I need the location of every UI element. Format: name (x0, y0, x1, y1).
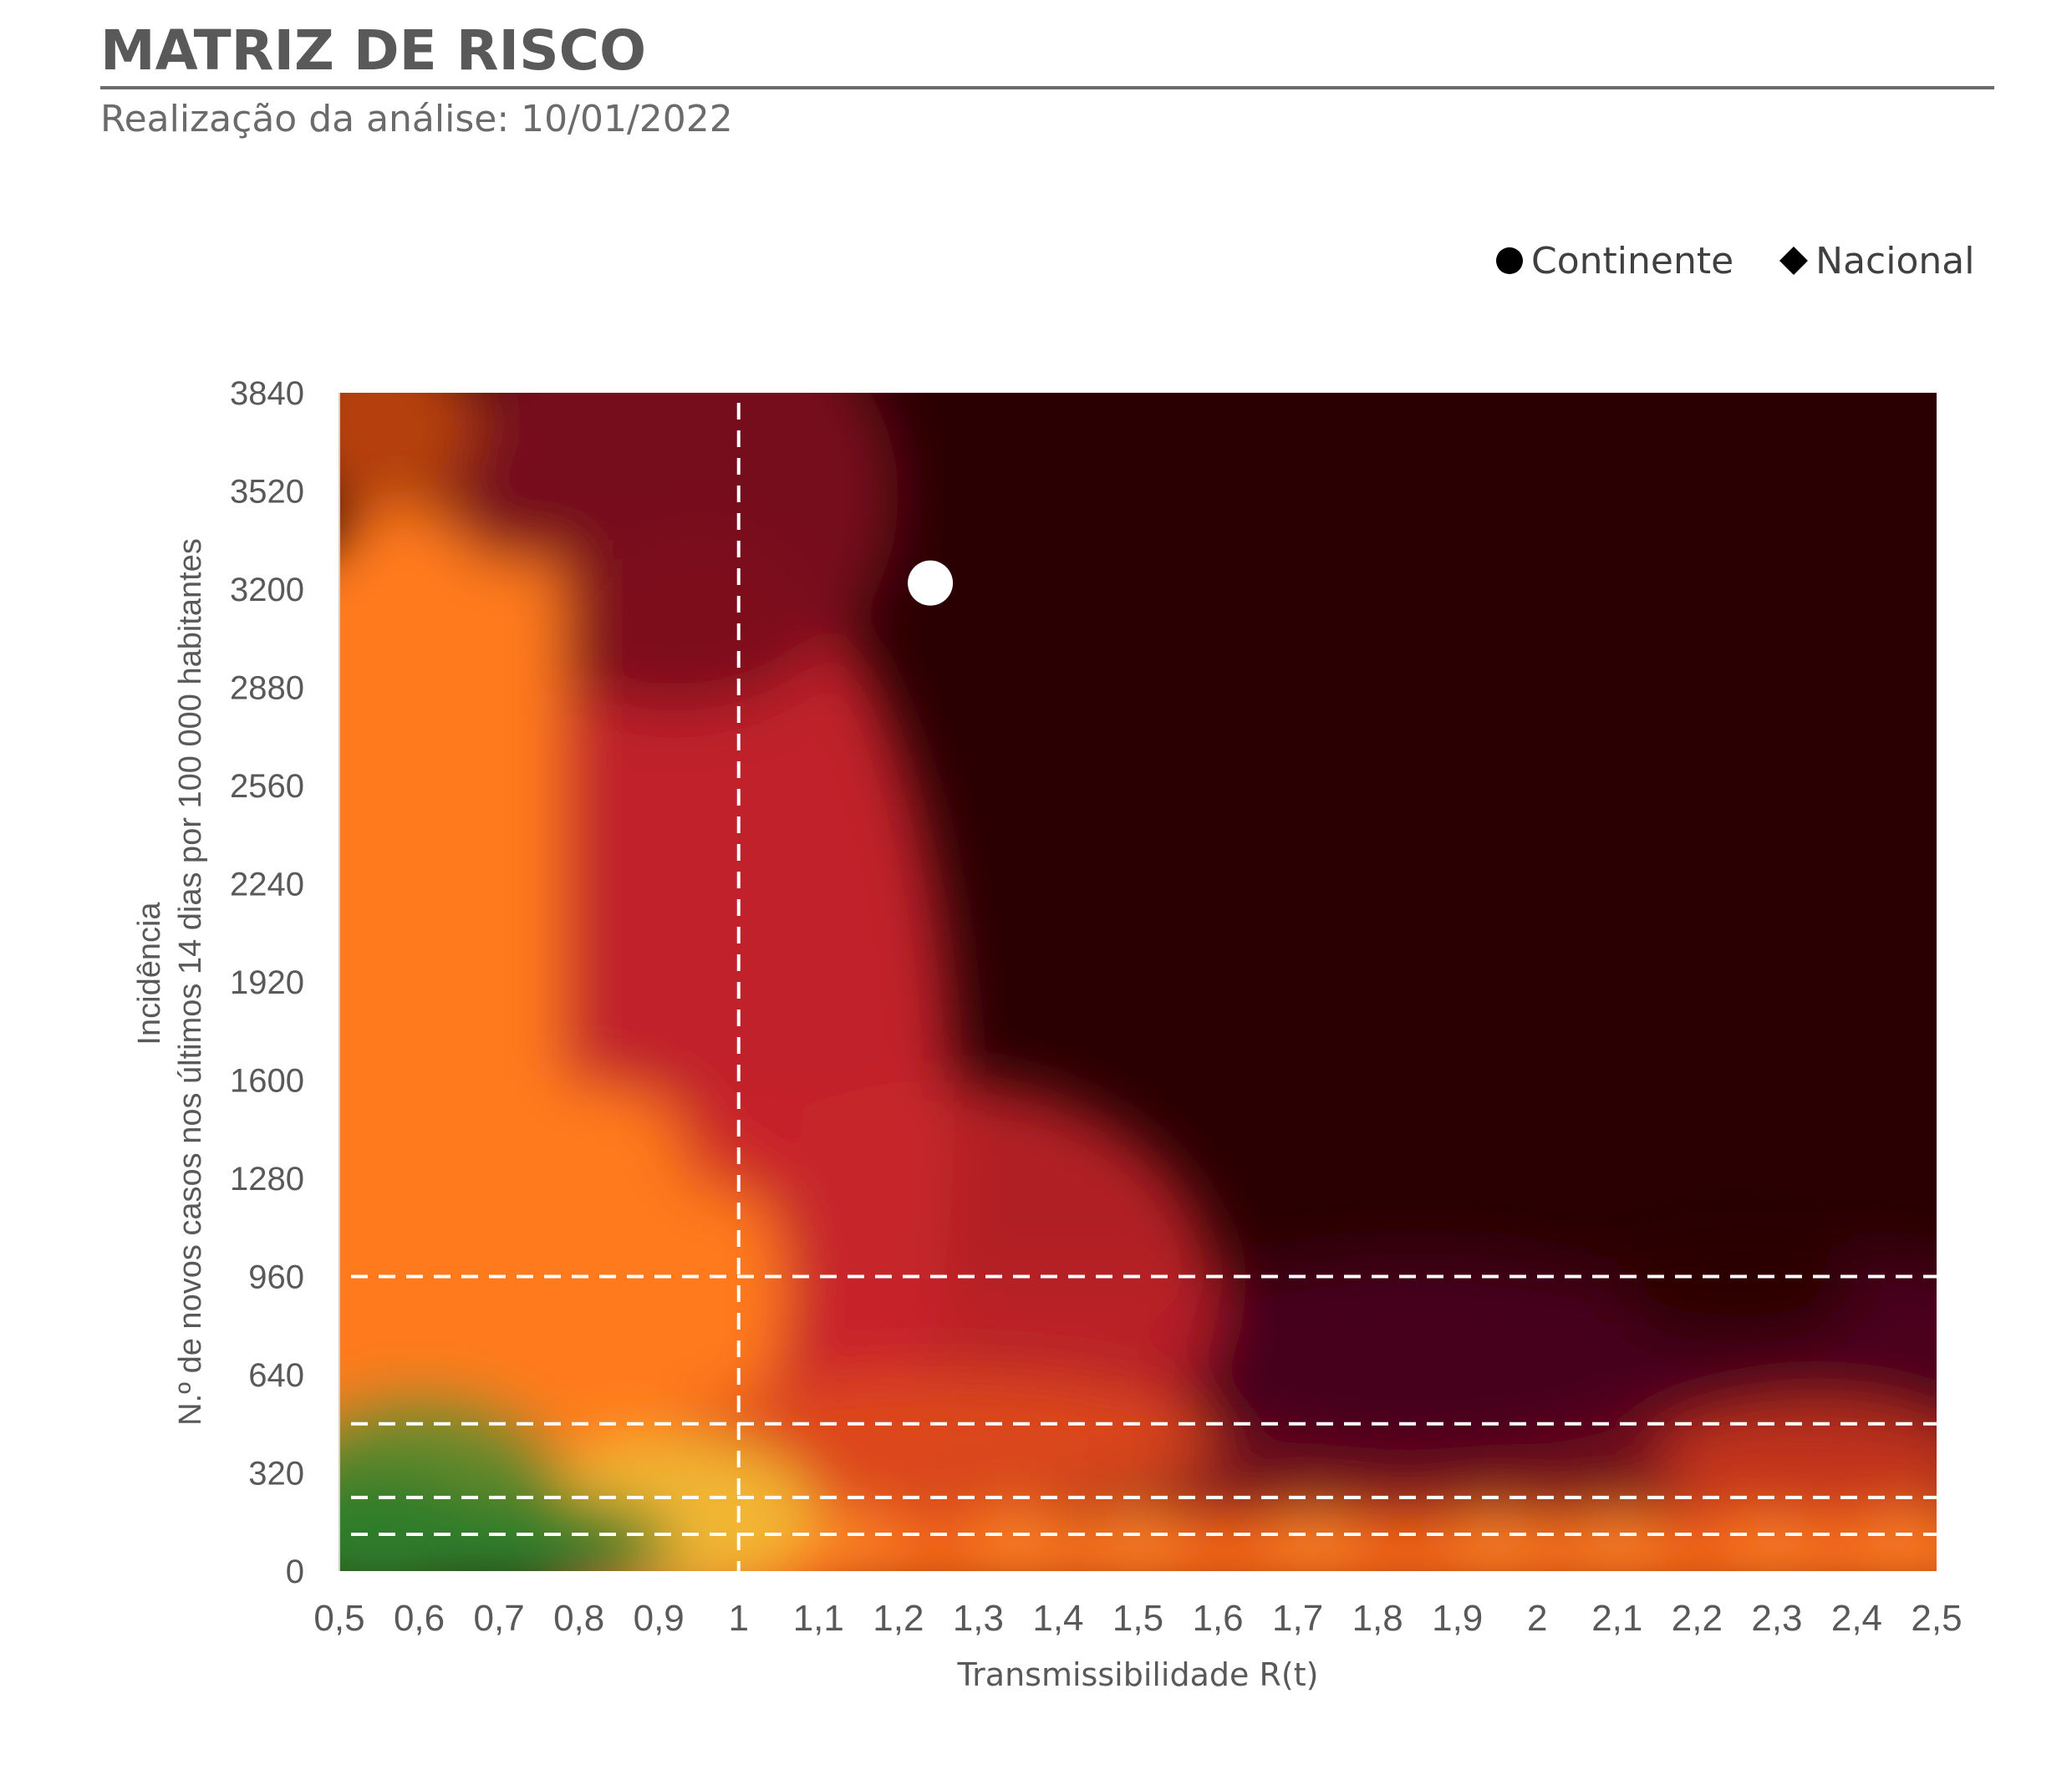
reference-lines (351, 403, 1937, 1571)
heatmap-blobs (339, 393, 1937, 1571)
x-axis-label: Transmissibilidade R(t) (957, 1656, 1319, 1693)
x-tick-label: 0,8 (553, 1598, 604, 1639)
y-tick-label: 1600 (230, 1063, 304, 1100)
heatmap-zone (1657, 1402, 1937, 1525)
y-tick-label: 3200 (230, 572, 304, 608)
axes: 0 320 640 960 1280 1600 1920 2240 2560 2880 3200 35… (132, 375, 1963, 1693)
x-tick-label: 0,5 (313, 1598, 364, 1639)
y-tick-label: 1280 (230, 1161, 304, 1198)
heatmap-zone (1616, 1245, 1857, 1345)
x-tick-label: 1,9 (1432, 1598, 1483, 1639)
x-tick-label: 2 (1527, 1598, 1547, 1639)
x-tick-label: 1,3 (953, 1598, 1004, 1639)
heatmap-zone (1569, 1509, 1666, 1565)
x-tick-label: 1 (729, 1598, 749, 1639)
point-nacional (920, 582, 941, 603)
page-title: MATRIZ DE RISCO (100, 18, 647, 83)
y-tick-label: 3840 (230, 375, 304, 412)
y-tick-label: 960 (248, 1259, 304, 1296)
heatmap-zone (738, 1515, 1937, 1571)
legend-label-continente: Continente (1531, 239, 1734, 282)
heatmap-zone (1848, 1509, 1937, 1565)
y-axis-label-title: Incidência (132, 902, 167, 1045)
heatmap-area (339, 393, 1937, 1571)
y-axis-label-description: N.º de novos casos nos últimos 14 dias p… (173, 538, 208, 1426)
heatmap-zone (1449, 1509, 1545, 1565)
x-tick-label: 0,7 (474, 1598, 525, 1639)
circle-marker-icon (1496, 247, 1523, 274)
y-tick-label: 3520 (230, 474, 304, 511)
x-tick-label: 2,2 (1672, 1598, 1723, 1639)
heatmap-zone (1090, 1509, 1186, 1565)
analysis-date: Realização da análise: 10/01/2022 (100, 98, 733, 140)
legend-item-nacional: Nacional (1777, 240, 1974, 282)
legend: Continente Nacional (1496, 238, 2018, 283)
y-tick-label: 0 (286, 1554, 304, 1590)
title-divider (100, 86, 1994, 89)
x-tick-label: 0,6 (394, 1598, 445, 1639)
heatmap-zone (451, 393, 899, 712)
x-tick-label: 2,3 (1751, 1598, 1802, 1639)
legend-item-continente: Continente (1496, 240, 1733, 282)
heatmap-zone (1138, 1254, 1698, 1458)
y-tick-label: 2240 (230, 867, 304, 903)
x-tick-label: 1,1 (793, 1598, 844, 1639)
data-points (908, 560, 954, 606)
heatmap-zone (339, 1467, 500, 1571)
x-tick-label: 2,5 (1911, 1598, 1962, 1639)
x-tick-label: 2,4 (1831, 1598, 1882, 1639)
legend-label-nacional: Nacional (1815, 239, 1975, 282)
x-tick-label: 1,4 (1032, 1598, 1083, 1639)
heatmap-zone (339, 393, 476, 513)
x-tick-label: 0,9 (634, 1598, 685, 1639)
y-tick-label: 1920 (230, 964, 304, 1001)
x-tick-label: 1,8 (1352, 1598, 1403, 1639)
x-tick-label: 1,7 (1272, 1598, 1323, 1639)
heatmap-zone (675, 1086, 803, 1198)
x-tick-label: 1,5 (1112, 1598, 1163, 1639)
y-tick-label: 2880 (230, 670, 304, 707)
y-tick-label: 320 (248, 1456, 304, 1493)
y-tick-label: 640 (248, 1357, 304, 1394)
heatmap-zone (810, 1509, 907, 1565)
y-tick-label: 2560 (230, 768, 304, 805)
x-tick-label: 2,1 (1591, 1598, 1642, 1639)
heatmap-zone (970, 1509, 1067, 1565)
x-tick-label: 1,6 (1192, 1598, 1243, 1639)
heatmap-zone (1265, 1509, 1362, 1565)
x-tick-label: 1,2 (873, 1598, 924, 1639)
